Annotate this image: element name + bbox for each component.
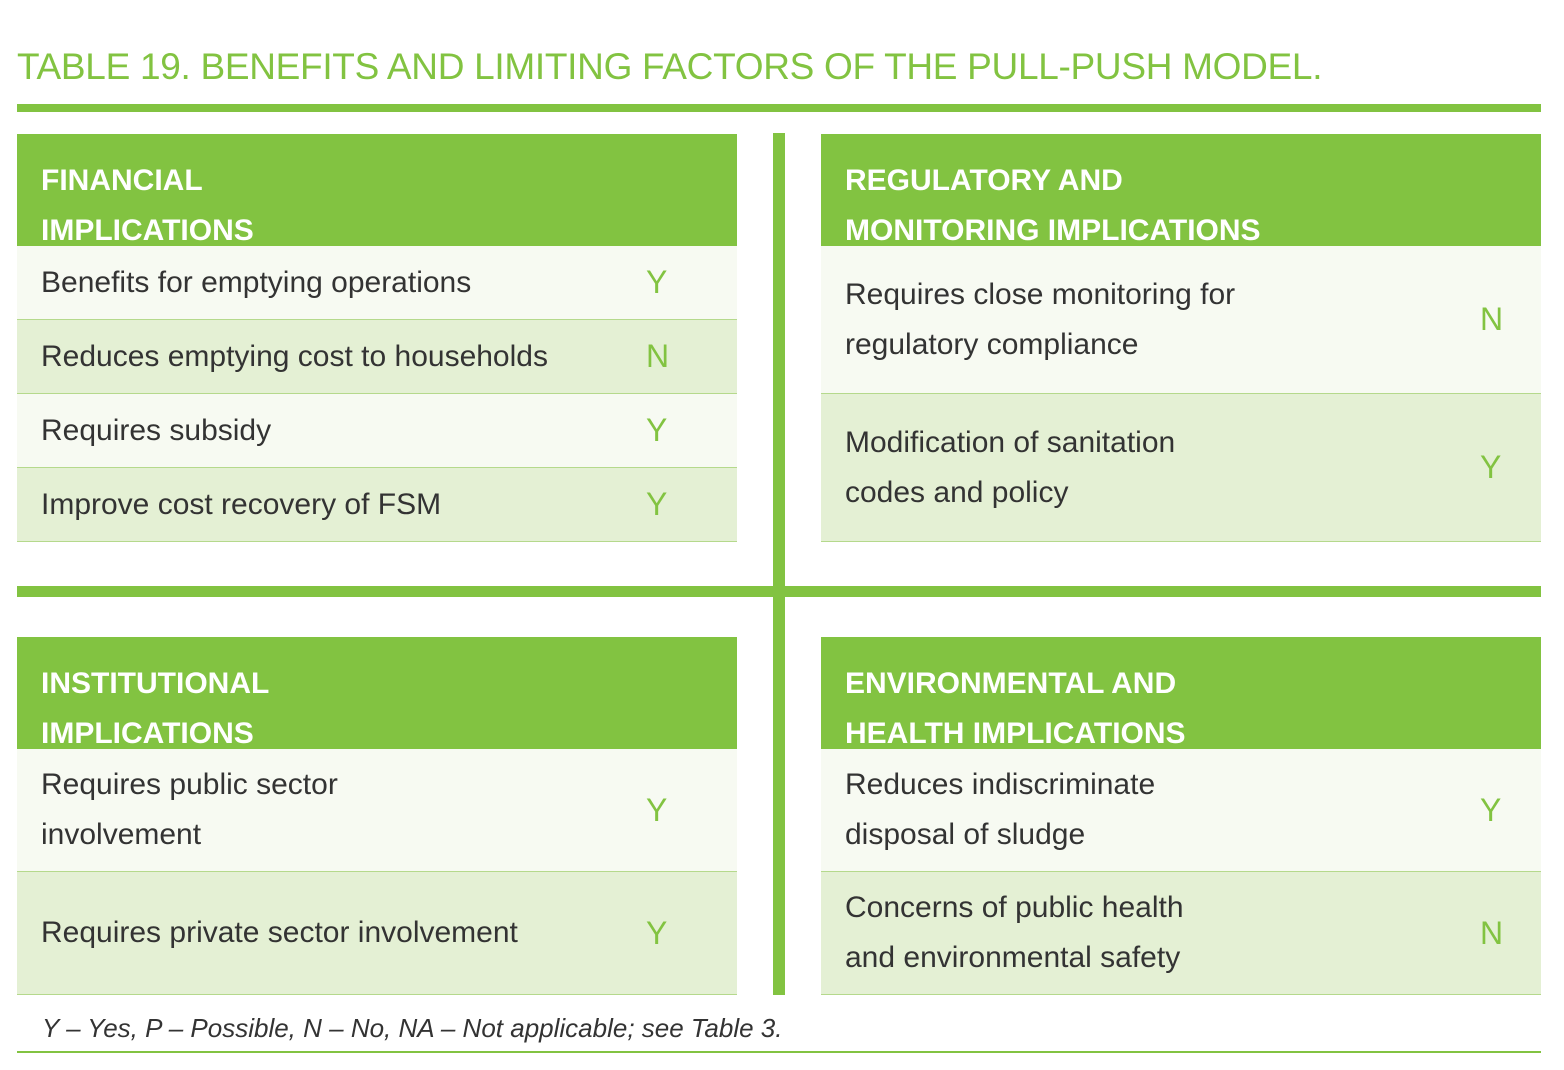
bottom-rule — [17, 1051, 1541, 1053]
row-label: Concerns of public health and environmen… — [845, 891, 1184, 974]
row-value: N — [646, 338, 670, 374]
institutional-panel: INSTITUTIONAL IMPLICATIONS Requires publ… — [17, 637, 737, 995]
row-value: Y — [646, 914, 668, 951]
row-label: Requires subsidy — [41, 413, 272, 447]
table-row: Reduces indiscriminate disposal of sludg… — [821, 749, 1541, 872]
row-value: Y — [646, 486, 668, 522]
legend-footnote: Y – Yes, P – Possible, N – No, NA – Not … — [42, 1013, 783, 1043]
regulatory-heading: REGULATORY AND MONITORING IMPLICATIONS — [821, 134, 1541, 247]
regulatory-panel: REGULATORY AND MONITORING IMPLICATIONS R… — [821, 134, 1541, 542]
row-value: Y — [1480, 449, 1502, 485]
institutional-heading: INSTITUTIONAL IMPLICATIONS — [17, 637, 737, 750]
environmental-panel: ENVIRONMENTAL AND HEALTH IMPLICATIONS Re… — [821, 637, 1541, 995]
row-value: N — [1480, 914, 1504, 951]
table-row: Reduces emptying cost to households N — [17, 320, 737, 394]
table-row: Requires public sector involvement Y — [17, 749, 737, 872]
environmental-heading: ENVIRONMENTAL AND HEALTH IMPLICATIONS — [821, 637, 1541, 750]
row-label: Reduces indiscriminate disposal of sludg… — [845, 768, 1156, 851]
row-value: N — [1480, 301, 1504, 337]
row-value: Y — [1480, 791, 1502, 828]
vertical-divider — [773, 133, 785, 995]
row-label: Reduces emptying cost to households — [41, 339, 548, 373]
financial-panel: FINANCIAL IMPLICATIONS Benefits for empt… — [17, 134, 737, 542]
horizontal-divider — [17, 586, 1541, 597]
row-label: Requires private sector involvement — [41, 916, 518, 949]
table-row: Concerns of public health and environmen… — [821, 872, 1541, 995]
row-label: Modification of sanitation codes and pol… — [845, 425, 1176, 509]
row-value: Y — [646, 412, 668, 448]
table-row: Modification of sanitation codes and pol… — [821, 394, 1541, 542]
table-row: Requires subsidy Y — [17, 394, 737, 468]
title-underline — [17, 104, 1541, 112]
row-value: Y — [646, 264, 668, 300]
table-row: Improve cost recovery of FSM Y — [17, 468, 737, 542]
row-label: Requires public sector involvement — [41, 768, 338, 851]
table-row: Benefits for emptying operations Y — [17, 246, 737, 320]
table-row: Requires close monitoring for regulatory… — [821, 246, 1541, 394]
financial-heading: FINANCIAL IMPLICATIONS — [17, 134, 737, 247]
row-label: Requires close monitoring for regulatory… — [845, 277, 1236, 361]
table-row: Requires private sector involvement Y — [17, 872, 737, 995]
row-value: Y — [646, 791, 668, 828]
table-title: TABLE 19. BENEFITS AND LIMITING FACTORS … — [17, 46, 1323, 87]
row-label: Benefits for emptying operations — [41, 265, 472, 299]
row-label: Improve cost recovery of FSM — [41, 487, 442, 521]
